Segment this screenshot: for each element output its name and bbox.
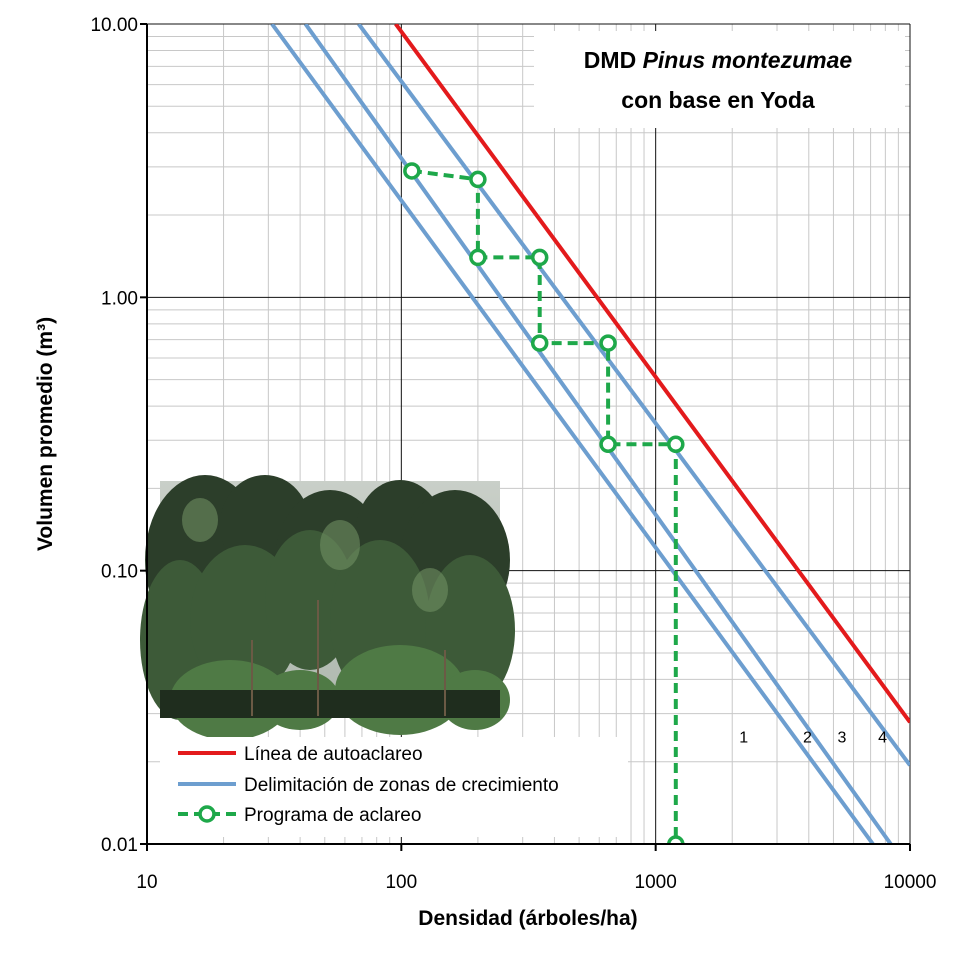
x-tick-label: 100 (385, 872, 417, 893)
x-axis-title: Densidad (árboles/ha) (418, 907, 637, 930)
x-tick-label: 1000 (635, 872, 677, 893)
x-tick-label: 10 (136, 872, 157, 893)
series-point-programa (599, 334, 617, 352)
series-point-programa (667, 835, 685, 844)
legend-box (160, 737, 628, 837)
y-axis-ticks: 0.01 0.10 1.00 10.00 (90, 15, 147, 856)
series-line-zone-boundary-1 (357, 24, 910, 767)
series-point-programa (530, 334, 549, 352)
legend-label: Programa de aclareo (244, 805, 421, 826)
legend-label: Delimitación de zonas de crecimiento (244, 775, 559, 796)
y-tick-label: 10.00 (90, 15, 138, 36)
series-line-zone-boundary-3 (270, 24, 875, 844)
series-point-programa (599, 435, 617, 454)
series-line-autoaclareo (394, 24, 910, 724)
title-species: Pinus montezumae (643, 47, 853, 73)
series-point-programa (469, 170, 487, 189)
y-tick-label: 0.10 (101, 562, 138, 583)
chart-title-line2: con base en Yoda (621, 87, 815, 113)
x-axis-ticks: 10 100 1000 10000 (136, 844, 936, 893)
title-main: DMD (584, 47, 636, 73)
legend-label: Línea de autoaclareo (244, 744, 423, 765)
y-axis-title: Volumen promedio (m³) (34, 317, 57, 551)
series-layer (270, 24, 910, 844)
y-tick-label: 0.01 (101, 835, 138, 856)
chart-title: DMD Pinus montezumae (584, 47, 853, 73)
x-tick-label: 10000 (884, 872, 937, 893)
zone-label: 3 (837, 730, 846, 747)
legend-marker-programa (198, 805, 216, 823)
zone-label: 1 (739, 730, 748, 747)
series-point-programa (469, 248, 487, 267)
series-point-programa (530, 248, 549, 267)
series-point-programa (403, 162, 421, 180)
zone-label: 4 (878, 730, 887, 747)
title-box (534, 31, 905, 128)
pine-forest-photo (140, 475, 515, 740)
zone-label: 2 (803, 730, 812, 747)
series-line-zone-boundary-2 (303, 24, 893, 844)
legend: Línea de autoaclareo Delimitación de zona… (178, 744, 559, 826)
y-tick-label: 1.00 (101, 288, 138, 309)
series-point-programa (667, 435, 685, 454)
zone-labels: 1 2 3 4 (739, 730, 887, 747)
